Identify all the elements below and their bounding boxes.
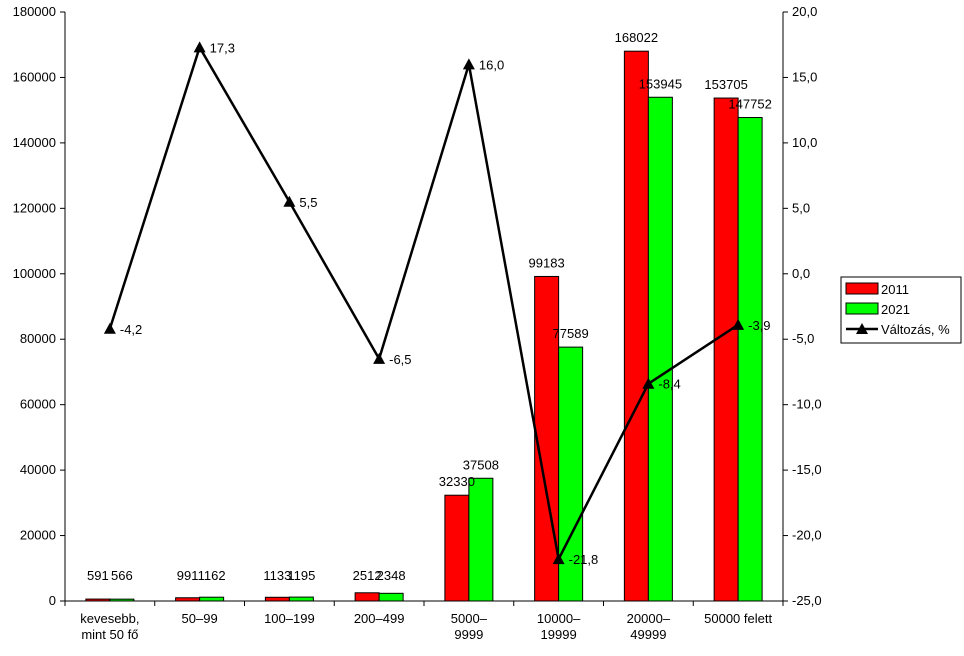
right-y-tick-label: 15,0 [792, 69, 817, 84]
line-marker-triangle [193, 41, 206, 53]
x-tick-label: kevesebb, mint 50 fő [80, 611, 139, 642]
right-y-tick-label: -10,0 [792, 397, 822, 412]
bar-value-label: 591 [87, 568, 109, 583]
bar-2021 [288, 596, 314, 602]
legend-swatch-2011 [845, 282, 879, 295]
legend-label: 2021 [881, 302, 910, 317]
right-y-tick-label: -20,0 [792, 528, 822, 543]
bar-value-label: 1195 [287, 568, 315, 583]
x-tick-label: 20000– 49999 [627, 611, 671, 642]
left-y-tick-label: 40000 [20, 462, 56, 477]
legend-label: 2011 [881, 282, 909, 297]
bar-2011 [354, 592, 380, 602]
bar-value-label: 153945 [639, 76, 682, 91]
line-value-label: -6,5 [389, 352, 411, 367]
bar-2011 [713, 97, 739, 602]
left-y-tick-label: 60000 [20, 397, 56, 412]
right-y-tick-label: 20,0 [792, 4, 817, 19]
line-marker-triangle [103, 322, 116, 334]
bar-value-label: 77589 [553, 326, 589, 341]
bar-value-label: 1133 [263, 568, 291, 583]
line-layer [103, 41, 745, 565]
bar-2021 [737, 117, 763, 602]
line-change-percent [108, 44, 739, 563]
right-y-tick-label: 5,0 [792, 200, 810, 215]
bar-value-label: 153705 [704, 77, 747, 92]
legend-swatch-2021 [845, 302, 879, 315]
x-tick-label: 10000– 19999 [537, 611, 581, 642]
x-tick-label: 100–199 [264, 611, 315, 626]
bar-value-label: 566 [111, 568, 133, 583]
bar-value-label: 37508 [463, 457, 499, 472]
line-value-label: 5,5 [299, 195, 317, 210]
left-y-tick-label: 180000 [13, 4, 56, 19]
legend-triangle-icon [856, 323, 868, 334]
bar-value-label: 99183 [529, 255, 565, 270]
axes-layer: 0 20000 40000 60000 80000 100000 120000 140000 1… [13, 4, 822, 642]
line-value-label: -3,9 [748, 318, 770, 333]
left-y-tick-label: 100000 [13, 266, 56, 281]
line-value-label: -4,2 [120, 322, 142, 337]
bar-2021 [109, 598, 135, 602]
x-tick-label: 50–99 [182, 611, 218, 626]
bar-value-label: 32330 [439, 474, 475, 489]
legend-label: Változás, % [881, 322, 950, 337]
bar-value-label: 2348 [377, 568, 406, 583]
line-marker-triangle [642, 377, 655, 389]
right-y-tick-label: 0,0 [792, 266, 810, 281]
bar-2011 [623, 50, 649, 602]
right-y-tick-label: -15,0 [792, 462, 822, 477]
bar-value-label: 1162 [198, 568, 226, 583]
left-y-tick-label: 20000 [20, 528, 56, 543]
line-value-label: 17,3 [210, 40, 235, 55]
left-y-tick-label: 0 [49, 593, 56, 608]
bar-2021 [378, 592, 404, 602]
x-tick-label: 200–499 [354, 611, 405, 626]
x-tick-label: 5000– 9999 [451, 611, 488, 642]
bar-value-label: 991 [177, 568, 199, 583]
line-marker-triangle [283, 195, 296, 207]
bar-2011 [264, 596, 290, 602]
bar-value-label: 2512 [353, 568, 382, 583]
line-value-label: -21,8 [569, 552, 599, 567]
line-marker-triangle [373, 352, 386, 364]
legend: 2011 2021 Változás, % [840, 276, 962, 344]
line-value-label: 16,0 [479, 57, 504, 72]
line-value-label: -8,4 [658, 377, 680, 392]
x-tick-label: 50000 felett [704, 611, 772, 626]
bar-2011 [85, 598, 111, 602]
right-y-tick-label: -5,0 [792, 331, 814, 346]
bar-2021 [647, 96, 673, 602]
line-marker-triangle [552, 553, 565, 565]
bar-value-label: 168022 [615, 30, 658, 45]
left-y-tick-label: 80000 [20, 331, 56, 346]
bar-value-label: 147752 [728, 97, 771, 112]
left-y-tick-label: 160000 [13, 69, 56, 84]
bar-2021 [468, 477, 494, 602]
line-marker-triangle [462, 58, 475, 70]
left-y-tick-label: 140000 [13, 135, 56, 150]
line-marker-triangle [732, 318, 745, 330]
right-y-tick-label: 10,0 [792, 135, 817, 150]
bar-2011 [444, 494, 470, 602]
right-y-tick-label: -25,0 [792, 593, 822, 608]
bar-2021 [199, 596, 225, 602]
bar-2021 [558, 346, 584, 602]
bars-layer [85, 50, 763, 602]
left-y-tick-label: 120000 [13, 200, 56, 215]
bar-2011 [175, 597, 201, 602]
labels-layer: 591 991 1133 2512 32330 99183 168022 153705 566 1… [87, 30, 772, 583]
